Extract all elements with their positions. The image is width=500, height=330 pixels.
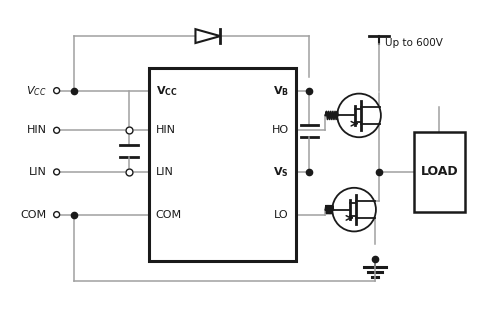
Circle shape: [338, 94, 381, 137]
Text: COM: COM: [20, 210, 46, 219]
Text: LIN: LIN: [156, 167, 174, 177]
Text: LO: LO: [274, 210, 288, 219]
Text: $\mathbf{V_{CC}}$: $\mathbf{V_{CC}}$: [156, 84, 178, 98]
Text: COM: COM: [156, 210, 182, 219]
Text: LOAD: LOAD: [420, 165, 458, 179]
Circle shape: [54, 169, 60, 175]
Circle shape: [54, 127, 60, 133]
Circle shape: [54, 88, 60, 94]
Text: Up to 600V: Up to 600V: [385, 38, 442, 48]
Text: $\mathbf{V_S}$: $\mathbf{V_S}$: [273, 165, 288, 179]
Bar: [414, 132, 465, 212]
Text: $\mathbf{V_B}$: $\mathbf{V_B}$: [272, 84, 288, 98]
Circle shape: [54, 212, 60, 217]
Text: HIN: HIN: [26, 125, 46, 135]
Text: HO: HO: [272, 125, 288, 135]
Bar: [149, 68, 296, 261]
Text: LIN: LIN: [29, 167, 46, 177]
Text: HIN: HIN: [156, 125, 176, 135]
Polygon shape: [196, 29, 220, 43]
Text: $V_{CC}$: $V_{CC}$: [26, 84, 46, 98]
Circle shape: [332, 188, 376, 231]
